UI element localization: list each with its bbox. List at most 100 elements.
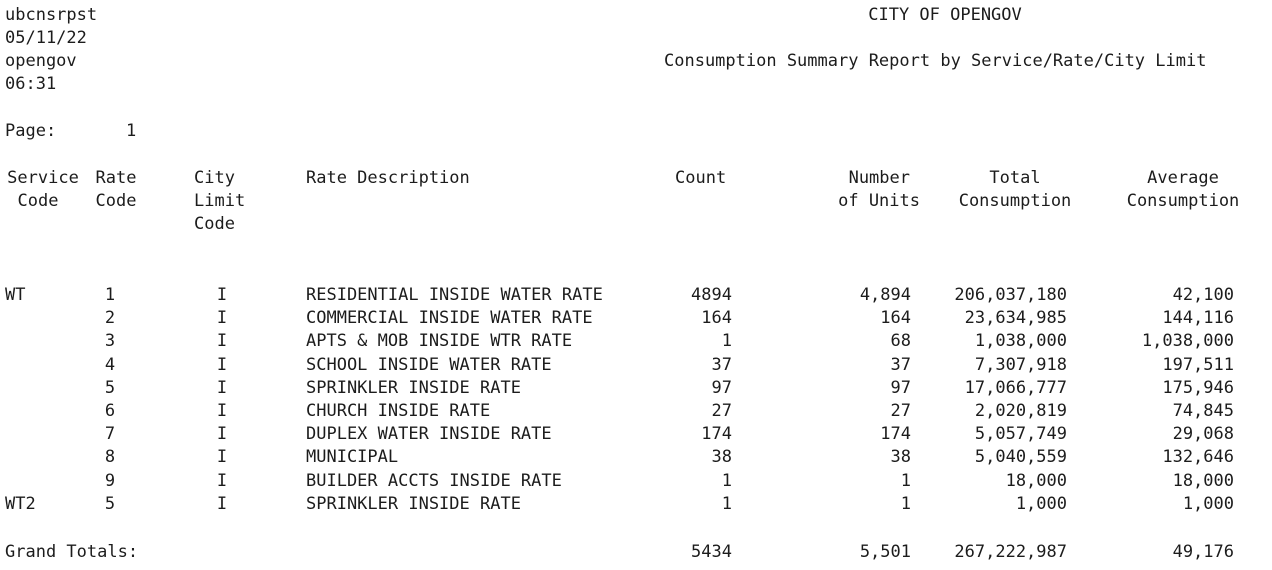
cell-number-of-units: 4,894 (859, 285, 911, 305)
report-user: opengov (5, 51, 77, 71)
cell-city-limit-code: I (216, 424, 228, 444)
cell-service-code (5, 377, 65, 400)
cell-average-consumption: 1,038,000 (1141, 331, 1234, 351)
grand-totals-count: 5434 (691, 542, 732, 562)
col-city-limit-line2: Limit (194, 191, 246, 211)
cell-count: 97 (711, 378, 732, 398)
page-label: Page: (5, 121, 57, 141)
cell-rate-code: 5 (104, 378, 116, 398)
cell-city-limit-code: I (216, 285, 228, 305)
cell-count: 38 (711, 447, 732, 467)
cell-average-consumption: 197,511 (1162, 355, 1234, 375)
grand-totals-label: Grand Totals: (5, 542, 139, 562)
report-title: Consumption Summary Report by Service/Ra… (664, 51, 1207, 71)
cell-total-consumption: 18,000 (1005, 471, 1067, 491)
cell-count: 27 (711, 401, 732, 421)
cell-city-limit-code: I (216, 355, 228, 375)
cell-rate-code: 3 (104, 331, 116, 351)
cell-service-code (5, 423, 65, 446)
cell-service-code (5, 446, 65, 469)
cell-number-of-units: 37 (890, 355, 911, 375)
cell-rate-description: DUPLEX WATER INSIDE RATE (306, 424, 552, 444)
cell-rate-code: 7 (104, 424, 116, 444)
page-number: 1 (126, 121, 137, 141)
cell-average-consumption: 74,845 (1172, 401, 1234, 421)
cell-service-code: WT (5, 285, 26, 305)
cell-average-consumption: 144,116 (1162, 308, 1234, 328)
cell-average-consumption: 42,100 (1172, 285, 1234, 305)
cell-count: 1 (721, 494, 732, 514)
cell-rate-code: 9 (104, 471, 116, 491)
cell-total-consumption: 5,040,559 (974, 447, 1067, 467)
col-city-limit-line3: Code (194, 214, 235, 234)
cell-total-consumption: 17,066,777 (964, 378, 1067, 398)
cell-city-limit-code: I (216, 494, 228, 514)
col-average-line1: Average (1147, 168, 1219, 188)
cell-total-consumption: 23,634,985 (964, 308, 1067, 328)
grand-totals-units: 5,501 (859, 542, 911, 562)
col-rate-code-line2: Code (95, 191, 137, 211)
cell-service-code (5, 307, 65, 330)
cell-number-of-units: 1 (900, 494, 911, 514)
col-service-code-line1: Service (7, 168, 79, 188)
col-count: Count (675, 168, 727, 188)
program-name: ubcnsrpst (5, 5, 98, 25)
cell-city-limit-code: I (216, 471, 228, 491)
cell-service-code (5, 330, 65, 353)
cell-service-code (5, 400, 65, 423)
cell-total-consumption: 206,037,180 (954, 285, 1067, 305)
cell-count: 1 (721, 471, 732, 491)
col-rate-description: Rate Description (306, 168, 470, 188)
cell-average-consumption: 29,068 (1172, 424, 1234, 444)
report-date: 05/11/22 (5, 28, 87, 48)
cell-rate-description: CHURCH INSIDE RATE (306, 401, 491, 421)
cell-service-code (5, 470, 65, 493)
col-total-line2: Consumption (958, 191, 1072, 211)
cell-rate-code: 6 (104, 401, 116, 421)
cell-rate-description: SCHOOL INSIDE WATER RATE (306, 355, 552, 375)
cell-city-limit-code: I (216, 447, 228, 467)
cell-number-of-units: 164 (880, 308, 911, 328)
cell-number-of-units: 38 (890, 447, 911, 467)
cell-rate-code: 4 (104, 355, 116, 375)
report-time: 06:31 (5, 74, 57, 94)
cell-total-consumption: 5,057,749 (974, 424, 1067, 444)
cell-average-consumption: 132,646 (1162, 447, 1234, 467)
cell-number-of-units: 97 (890, 378, 911, 398)
cell-rate-description: MUNICIPAL (306, 447, 399, 467)
col-total-line1: Total (989, 168, 1041, 188)
grand-totals-total: 267,222,987 (954, 542, 1067, 562)
cell-city-limit-code: I (216, 331, 228, 351)
col-rate-code-line1: Rate (95, 168, 137, 188)
cell-city-limit-code: I (216, 378, 228, 398)
cell-total-consumption: 2,020,819 (974, 401, 1067, 421)
cell-rate-code: 5 (104, 494, 116, 514)
cell-count: 1 (721, 331, 732, 351)
cell-number-of-units: 174 (880, 424, 911, 444)
cell-rate-description: COMMERCIAL INSIDE WATER RATE (306, 308, 593, 328)
cell-number-of-units: 27 (890, 401, 911, 421)
cell-count: 164 (701, 308, 732, 328)
cell-rate-description: SPRINKLER INSIDE RATE (306, 378, 521, 398)
cell-average-consumption: 1,000 (1182, 494, 1234, 514)
cell-rate-code: 2 (104, 308, 116, 328)
cell-city-limit-code: I (216, 401, 228, 421)
cell-number-of-units: 1 (900, 471, 911, 491)
cell-service-code: WT2 (5, 494, 36, 514)
cell-rate-description: APTS & MOB INSIDE WTR RATE (306, 331, 573, 351)
cell-total-consumption: 1,038,000 (974, 331, 1067, 351)
cell-total-consumption: 1,000 (1015, 494, 1067, 514)
cell-average-consumption: 18,000 (1172, 471, 1234, 491)
col-service-code-line2: Code (17, 191, 59, 211)
col-city-limit-line1: City (194, 168, 235, 188)
col-units-line2: of Units (838, 191, 920, 211)
cell-service-code (5, 354, 65, 377)
cell-rate-description: RESIDENTIAL INSIDE WATER RATE (306, 285, 603, 305)
cell-rate-code: 8 (104, 447, 116, 467)
cell-rate-code: 1 (104, 285, 116, 305)
cell-average-consumption: 175,946 (1162, 378, 1234, 398)
cell-total-consumption: 7,307,918 (974, 355, 1067, 375)
col-units-line1: Number (848, 168, 910, 188)
cell-count: 37 (711, 355, 732, 375)
col-average-line2: Consumption (1126, 191, 1240, 211)
